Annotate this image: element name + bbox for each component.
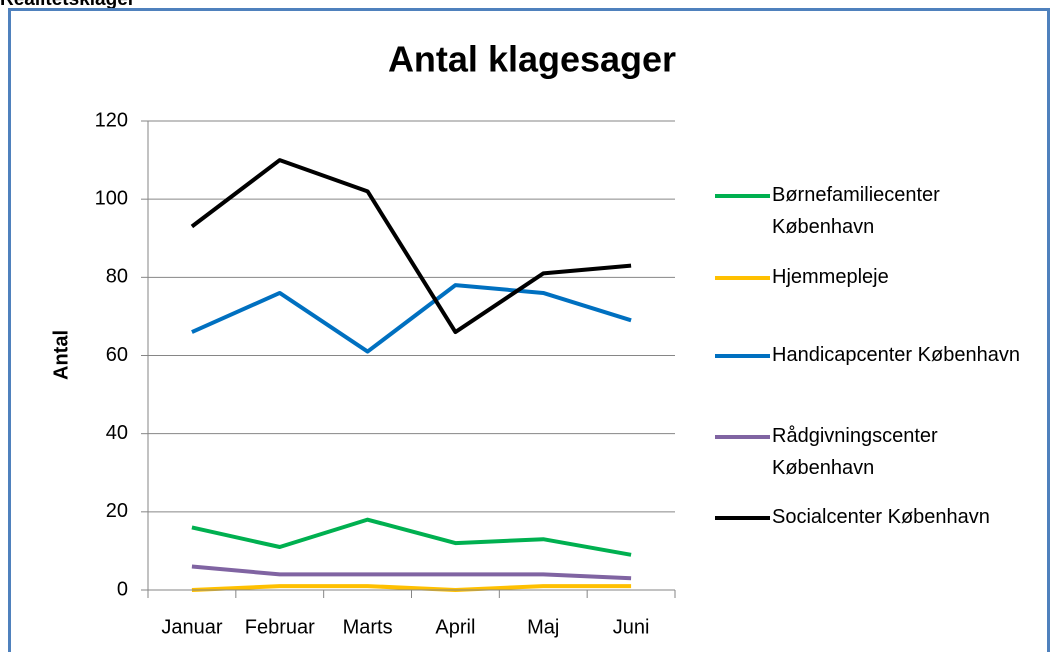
chart-frame (8, 8, 1050, 652)
x-tick-label: Juni (613, 616, 650, 638)
x-tick-label: April (435, 616, 475, 638)
y-tick-label: 120 (95, 109, 128, 131)
y-tick-label: 80 (106, 266, 128, 288)
y-tick-label: 60 (106, 344, 128, 366)
legend-label: Handicapcenter København (772, 344, 1020, 366)
series-line (191, 283, 632, 354)
y-axis-label: Antal (50, 330, 72, 380)
series-line (191, 564, 632, 581)
y-tick-label: 100 (95, 187, 128, 209)
y-tick-label: 40 (106, 422, 128, 444)
legend-label: Rådgivningscenter København (772, 425, 938, 479)
legend-label: Socialcenter København (772, 506, 990, 528)
y-tick-label: 0 (117, 578, 128, 600)
x-tick-label: Januar (161, 616, 222, 638)
series-line (191, 517, 632, 557)
y-tick-label: 20 (106, 500, 128, 522)
series-line (191, 584, 632, 592)
series-line (190, 158, 632, 335)
x-tick-label: Februar (245, 616, 315, 638)
x-tick-label: Maj (527, 616, 559, 638)
legend-label: Hjemmepleje (772, 266, 889, 288)
heading: Realitetsklager (0, 0, 136, 10)
x-tick-label: Marts (343, 616, 393, 638)
chart-title: Antal klagesager (388, 39, 676, 80)
legend-label: Børnefamiliecenter København (772, 184, 940, 238)
